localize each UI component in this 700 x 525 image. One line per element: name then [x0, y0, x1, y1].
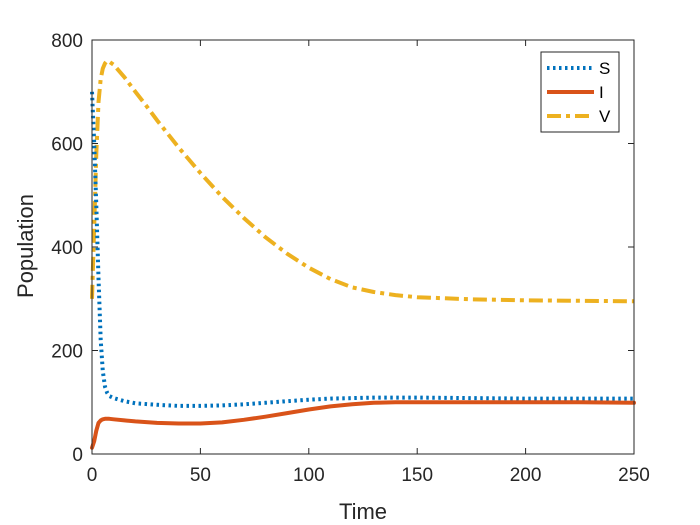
- legend-label-I: I: [599, 83, 604, 102]
- legend: SIV: [540, 51, 620, 133]
- x-tick-label: 0: [87, 465, 98, 486]
- x-tick-label: 150: [401, 465, 433, 486]
- legend-label-V: V: [599, 107, 611, 126]
- series-S-line: [90, 91, 634, 408]
- x-tick-label: 100: [293, 465, 325, 486]
- series-layer: [90, 58, 636, 450]
- x-tick-label: 50: [190, 465, 211, 486]
- y-tick-label: 200: [51, 342, 83, 363]
- y-tick-label: 600: [51, 135, 83, 156]
- series-I-line: [90, 400, 636, 450]
- axes-layer: 0 50 100 150 200 250 0 200 400 600 800: [51, 31, 650, 486]
- series-V-line: [90, 58, 635, 304]
- x-tick-label: 250: [618, 465, 650, 486]
- x-tick-label: 200: [510, 465, 542, 486]
- x-axis-label: Time: [339, 499, 387, 524]
- y-tick-label: 0: [72, 445, 83, 466]
- legend-label-S: S: [599, 59, 610, 78]
- y-tick-label: 400: [51, 238, 83, 259]
- y-axis-label: Population: [13, 194, 38, 298]
- y-tick-label: 800: [51, 31, 83, 52]
